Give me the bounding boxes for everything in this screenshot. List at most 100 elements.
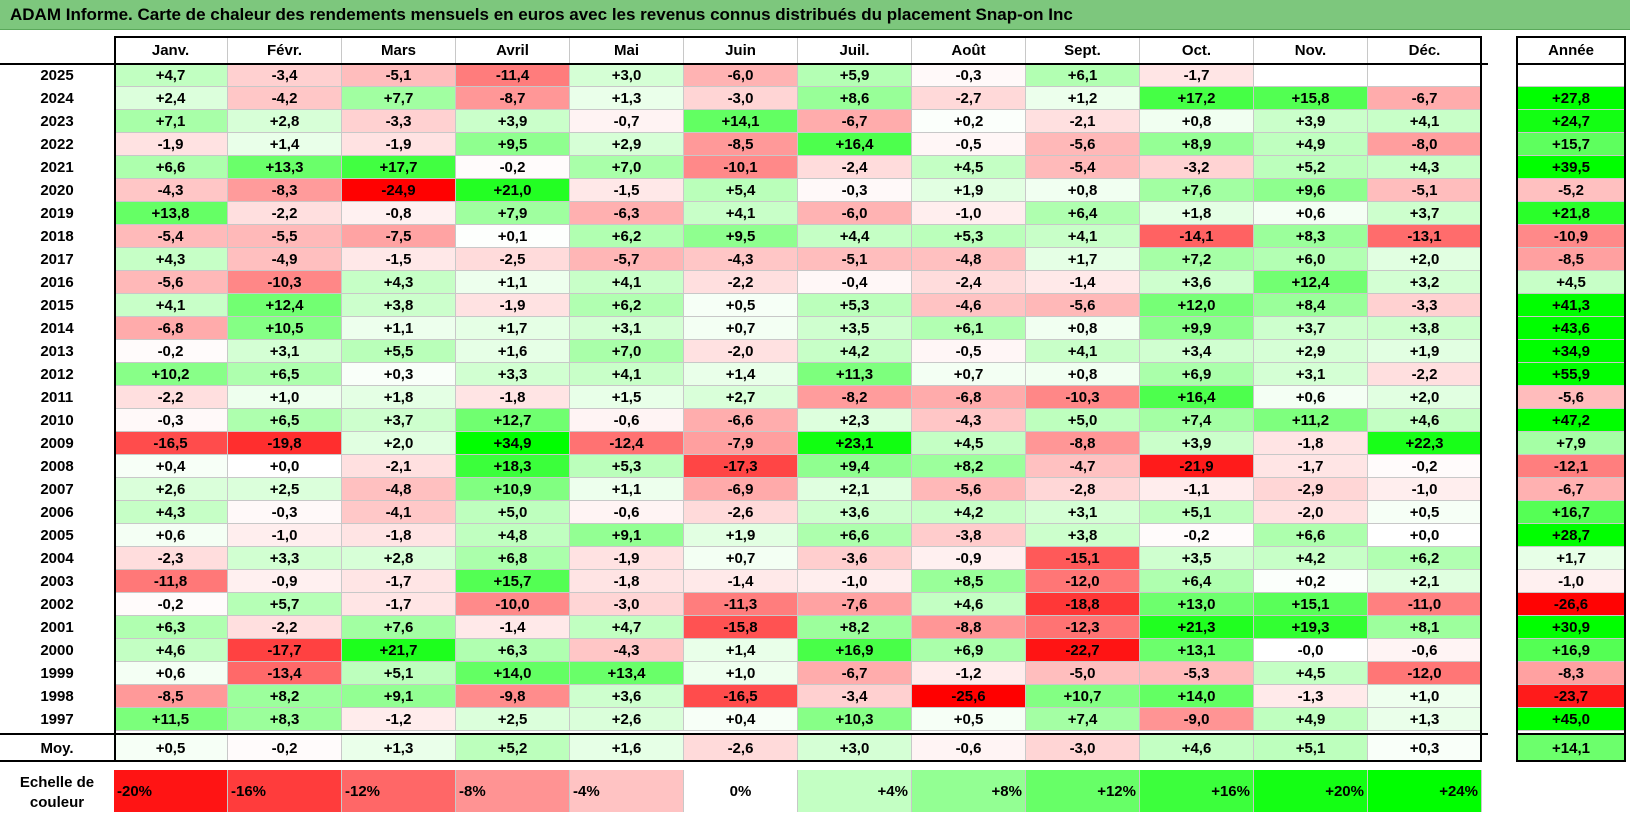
heatmap-cell: -6,7 [798, 662, 912, 685]
heatmap-cell: +6,6 [114, 156, 228, 179]
heatmap-cell: -1,9 [114, 133, 228, 156]
heatmap-cell: +16,4 [798, 133, 912, 156]
heatmap-cell: +8,6 [798, 87, 912, 110]
heatmap-cell: +0,8 [1026, 179, 1140, 202]
heatmap-cell: -2,1 [1026, 110, 1140, 133]
annual-cell: -6,7 [1516, 478, 1626, 501]
year-label: 2012 [0, 363, 114, 386]
heatmap-cell: -2,3 [114, 547, 228, 570]
heatmap-cell: +1,5 [570, 386, 684, 409]
heatmap-cell: +3,1 [1254, 363, 1368, 386]
month-header: Févr. [228, 36, 342, 64]
year-label: 2016 [0, 271, 114, 294]
month-header: Sept. [1026, 36, 1140, 64]
heatmap-cell: +1,8 [1140, 202, 1254, 225]
heatmap-cell: -2,0 [1254, 501, 1368, 524]
heatmap-cell: +7,7 [342, 87, 456, 110]
average-cell: +0,3 [1368, 734, 1482, 762]
heatmap-cell: +1,6 [456, 340, 570, 363]
heatmap-cell: +1,0 [1368, 685, 1482, 708]
heatmap-cell: -11,8 [114, 570, 228, 593]
heatmap-cell: -8,8 [912, 616, 1026, 639]
heatmap-cell: +6,9 [912, 639, 1026, 662]
heatmap-cell: +13,1 [1140, 639, 1254, 662]
heatmap-cell: +5,1 [342, 662, 456, 685]
heatmap-cell: +4,3 [114, 248, 228, 271]
heatmap-cell: -5,1 [798, 248, 912, 271]
heatmap-cell: +9,4 [798, 455, 912, 478]
annual-cell: +41,3 [1516, 294, 1626, 317]
heatmap-cell: -16,5 [114, 432, 228, 455]
heatmap-cell: -15,1 [1026, 547, 1140, 570]
heatmap-cell: -1,7 [342, 593, 456, 616]
heatmap-cell: +0,4 [114, 455, 228, 478]
heatmap-cell: +0,0 [228, 455, 342, 478]
heatmap-cell: -0,6 [570, 409, 684, 432]
heatmap-cell: +4,6 [1368, 409, 1482, 432]
annual-cell: -5,6 [1516, 386, 1626, 409]
heatmap-cell: +18,3 [456, 455, 570, 478]
heatmap-cell: +8,2 [228, 685, 342, 708]
year-label: 2005 [0, 524, 114, 547]
heatmap-cell: +6,9 [1140, 363, 1254, 386]
heatmap-cell: +8,4 [1254, 294, 1368, 317]
year-label: 2007 [0, 478, 114, 501]
heatmap-cell: +34,9 [456, 432, 570, 455]
heatmap-cell: +7,1 [114, 110, 228, 133]
heatmap-cell: +0,8 [1026, 317, 1140, 340]
year-label: 2001 [0, 616, 114, 639]
year-label: 2014 [0, 317, 114, 340]
annual-cell: +4,5 [1516, 271, 1626, 294]
annual-cell: -23,7 [1516, 685, 1626, 708]
heatmap-cell: -5,3 [1140, 662, 1254, 685]
heatmap-cell: +6,6 [1254, 524, 1368, 547]
year-label: 2018 [0, 225, 114, 248]
heatmap-cell: +13,3 [228, 156, 342, 179]
heatmap-cell: +21,3 [1140, 616, 1254, 639]
heatmap-cell: -4,7 [1026, 455, 1140, 478]
heatmap-cell: +14,0 [1140, 685, 1254, 708]
heatmap-cell: -0,3 [114, 409, 228, 432]
heatmap-cell: +5,3 [570, 455, 684, 478]
heatmap-cell: -10,3 [1026, 386, 1140, 409]
heatmap-cell: +5,2 [1254, 156, 1368, 179]
year-label: 2004 [0, 547, 114, 570]
heatmap-cell: +0,7 [684, 317, 798, 340]
heatmap-cell: -0,5 [912, 340, 1026, 363]
annual-cell: +15,7 [1516, 133, 1626, 156]
average-annual-cell: +14,1 [1516, 734, 1626, 762]
heatmap-cell: +16,4 [1140, 386, 1254, 409]
heatmap-cell: +1,0 [684, 662, 798, 685]
heatmap-cell: -1,7 [342, 570, 456, 593]
heatmap-cell: +9,9 [1140, 317, 1254, 340]
heatmap-cell: +0,2 [1254, 570, 1368, 593]
heatmap-cell: -4,3 [114, 179, 228, 202]
heatmap-cell: +9,6 [1254, 179, 1368, 202]
chart-title: ADAM Informe. Carte de chaleur des rende… [10, 5, 1073, 24]
heatmap-cell: -0,0 [1254, 639, 1368, 662]
heatmap-cell: +1,9 [1368, 340, 1482, 363]
heatmap-cell: -10,1 [684, 156, 798, 179]
heatmap-cell: +0,1 [456, 225, 570, 248]
heatmap-cell: -3,0 [570, 593, 684, 616]
heatmap-cell: +0,6 [114, 662, 228, 685]
annual-cell: +16,9 [1516, 639, 1626, 662]
heatmap-cell: +1,7 [456, 317, 570, 340]
heatmap-cell: +6,5 [228, 363, 342, 386]
heatmap-cell: -0,2 [1368, 455, 1482, 478]
heatmap-cell: +1,1 [342, 317, 456, 340]
heatmap-cell: -6,7 [798, 110, 912, 133]
heatmap-cell: -5,4 [114, 225, 228, 248]
heatmap-cell: -12,4 [570, 432, 684, 455]
heatmap-cell: +10,2 [114, 363, 228, 386]
heatmap-cell: -2,7 [912, 87, 1026, 110]
heatmap-cell: +0,4 [684, 708, 798, 731]
heatmap-cell: +13,4 [570, 662, 684, 685]
heatmap-cell: +3,9 [1254, 110, 1368, 133]
scale-label-line2: couleur [29, 793, 85, 811]
heatmap-cell: -16,5 [684, 685, 798, 708]
heatmap-cell: +2,0 [1368, 248, 1482, 271]
scale-swatch: +12% [1026, 770, 1140, 812]
heatmap-cell: +2,0 [1368, 386, 1482, 409]
heatmap-cell: -1,0 [798, 570, 912, 593]
